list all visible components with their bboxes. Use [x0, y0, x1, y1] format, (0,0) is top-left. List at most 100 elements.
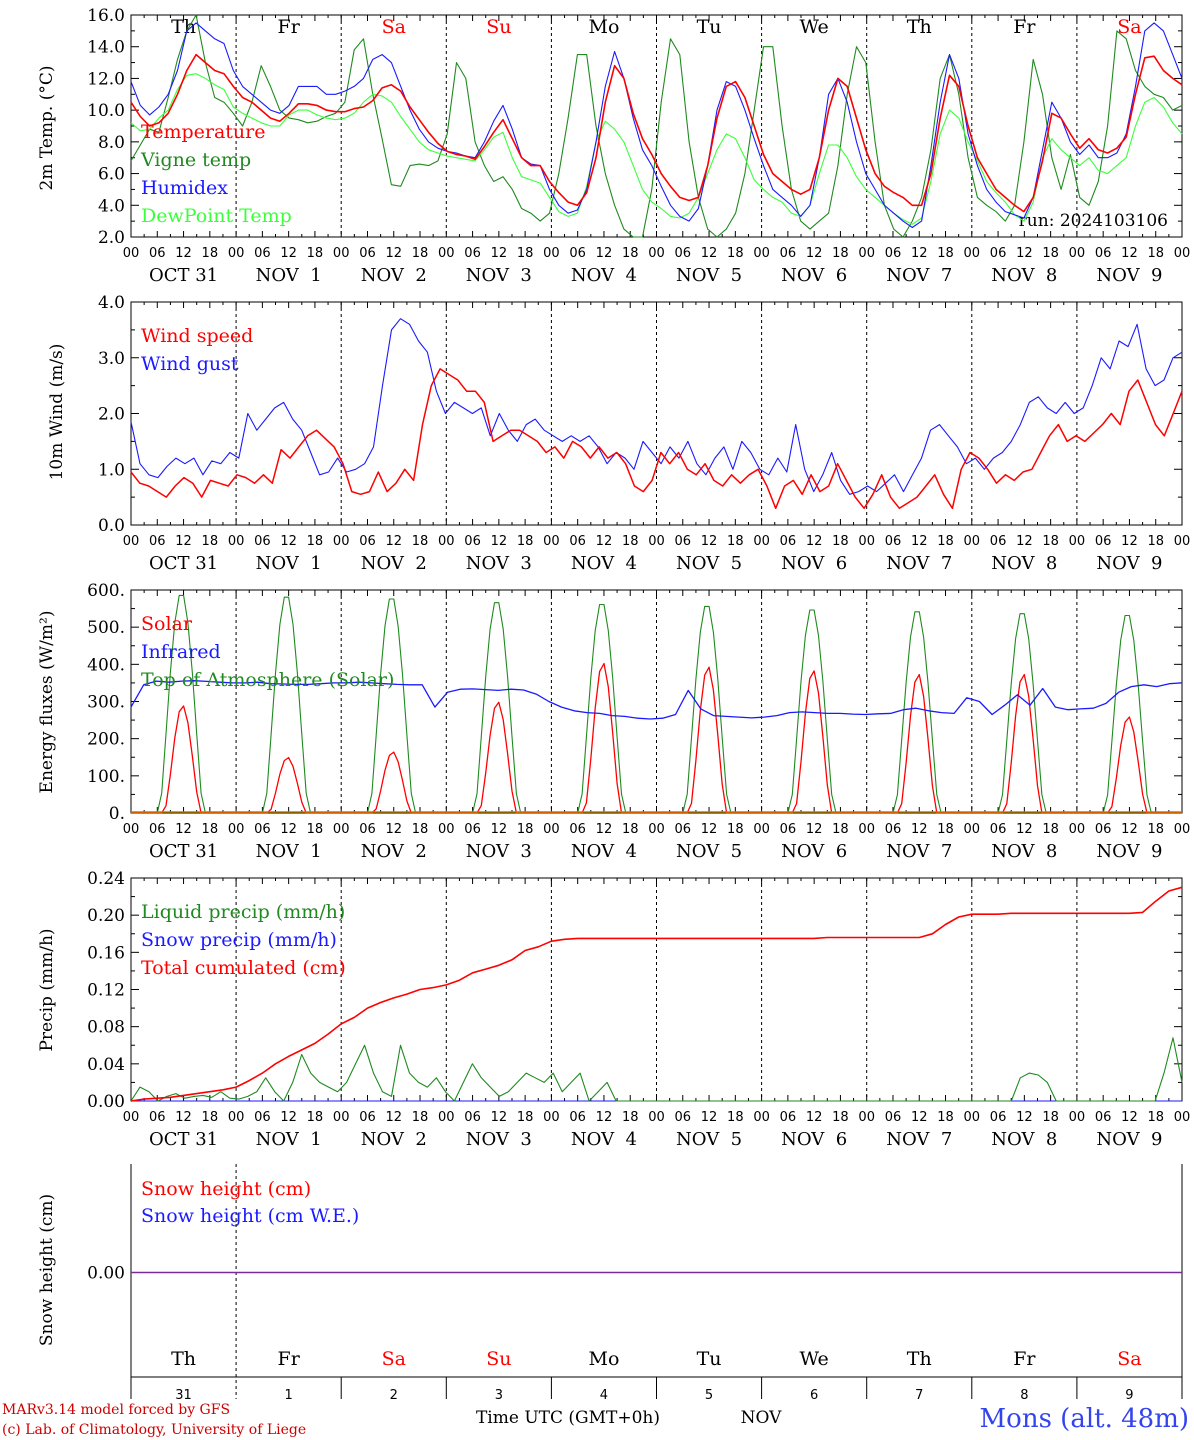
hour-label: 12 — [596, 534, 613, 549]
hour-label: 12 — [491, 822, 508, 837]
hour-label: 06 — [149, 822, 166, 837]
legend-1: Wind gust — [141, 353, 239, 375]
hour-label: 18 — [202, 246, 219, 261]
hour-label: 12 — [175, 1110, 192, 1125]
y-tick-label: 0.00 — [87, 1092, 125, 1112]
y-tick-label: 0.12 — [87, 981, 125, 1001]
hour-label: 12 — [1016, 246, 1033, 261]
date-label: NOV 9 — [1096, 553, 1162, 574]
hour-label: 06 — [990, 822, 1007, 837]
model-credit: MARv3.14 model forced by GFS — [2, 1402, 230, 1418]
y-tick-label: 16.0 — [87, 6, 125, 26]
hour-label: 18 — [832, 534, 849, 549]
hour-label: 12 — [701, 246, 718, 261]
hour-label: 12 — [806, 246, 823, 261]
hour-label: 00 — [1069, 822, 1086, 837]
hour-label: 06 — [990, 1110, 1007, 1125]
hour-label: 00 — [964, 1110, 981, 1125]
hour-label: 12 — [1121, 1110, 1138, 1125]
date-label: NOV 8 — [991, 1129, 1057, 1150]
hour-label: 00 — [964, 822, 981, 837]
weekday-label: Mo — [588, 1348, 619, 1370]
hour-label: 06 — [780, 1110, 797, 1125]
weekday-label: Fr — [278, 16, 301, 38]
solar-line — [131, 662, 1182, 814]
hour-label: 18 — [412, 822, 429, 837]
legend-1: Snow precip (mm/h) — [141, 929, 337, 951]
hour-label: 06 — [885, 822, 902, 837]
y-tick-label: 0.0 — [98, 516, 125, 536]
hour-label: 06 — [464, 246, 481, 261]
legend-0: Liquid precip (mm/h) — [141, 901, 345, 923]
infrared-line — [130, 680, 1183, 720]
hour-label: 12 — [280, 246, 297, 261]
hour-label: 00 — [228, 246, 245, 261]
hour-label: 00 — [228, 534, 245, 549]
hour-label: 00 — [228, 822, 245, 837]
hour-label: 06 — [254, 822, 271, 837]
temp-series-1 — [130, 14, 1183, 238]
date-label: NOV 3 — [466, 841, 532, 862]
date-label: NOV 3 — [466, 553, 532, 574]
hour-label: 18 — [727, 822, 744, 837]
hour-label: 18 — [1147, 822, 1164, 837]
hour-label: 12 — [280, 822, 297, 837]
hour-label: 18 — [832, 822, 849, 837]
date-label: NOV 5 — [676, 553, 742, 574]
y-tick-label: 100. — [87, 767, 125, 787]
hour-label: 18 — [1042, 246, 1059, 261]
hour-label: 12 — [175, 534, 192, 549]
legend-1: Snow height (cm W.E.) — [141, 1205, 359, 1227]
hour-label: 06 — [990, 534, 1007, 549]
hour-label: 00 — [1174, 1110, 1191, 1125]
date-label: NOV 8 — [991, 553, 1057, 574]
hour-label: 06 — [675, 822, 692, 837]
hour-label: 00 — [123, 534, 140, 549]
run-label: run: 2024103106 — [1019, 211, 1168, 231]
hour-label: 06 — [359, 246, 376, 261]
hour-label: 12 — [491, 534, 508, 549]
hour-label: 18 — [622, 246, 639, 261]
date-label: NOV 1 — [256, 1129, 322, 1150]
hour-label: 18 — [517, 1110, 534, 1125]
legend-1: Infrared — [141, 641, 221, 663]
hour-label: 06 — [569, 534, 586, 549]
temp-series-0 — [130, 53, 1183, 213]
hour-label: 12 — [385, 822, 402, 837]
hour-label: 18 — [202, 1110, 219, 1125]
date-label: NOV 6 — [781, 265, 847, 286]
hour-label: 18 — [622, 1110, 639, 1125]
hour-label: 06 — [254, 534, 271, 549]
hour-label: 12 — [701, 534, 718, 549]
weekday-label: Su — [486, 1348, 511, 1370]
hour-label: 00 — [438, 534, 455, 549]
y-tick-label: 10.0 — [87, 101, 125, 121]
hour-label: 18 — [307, 822, 324, 837]
y-tick-label: 0.24 — [87, 869, 125, 889]
hour-label: 06 — [149, 246, 166, 261]
weekday-label: Th — [171, 1348, 196, 1370]
hour-label: 06 — [569, 1110, 586, 1125]
hour-label: 12 — [1121, 822, 1138, 837]
weekday-label: We — [800, 1348, 829, 1370]
cumulated-precip-line — [130, 886, 1183, 1102]
hour-label: 12 — [806, 822, 823, 837]
hour-label: 00 — [543, 246, 560, 261]
hour-label: 00 — [964, 246, 981, 261]
x-axis-title: Time UTC (GMT+0h) — [476, 1408, 660, 1428]
date-label: NOV 4 — [571, 265, 637, 286]
hour-label: 18 — [622, 822, 639, 837]
hour-label: 00 — [858, 1110, 875, 1125]
y-tick-label: 200. — [87, 730, 125, 750]
hour-label: 18 — [412, 246, 429, 261]
hour-label: 18 — [307, 246, 324, 261]
hour-label: 12 — [1016, 534, 1033, 549]
hour-label: 06 — [359, 1110, 376, 1125]
hour-label: 00 — [438, 246, 455, 261]
hour-label: 18 — [727, 1110, 744, 1125]
date-label: NOV 2 — [361, 841, 427, 862]
weekday-label: We — [800, 16, 829, 38]
hour-label: 18 — [727, 534, 744, 549]
weekday-label: Tu — [697, 1348, 722, 1370]
hour-label: 06 — [885, 246, 902, 261]
